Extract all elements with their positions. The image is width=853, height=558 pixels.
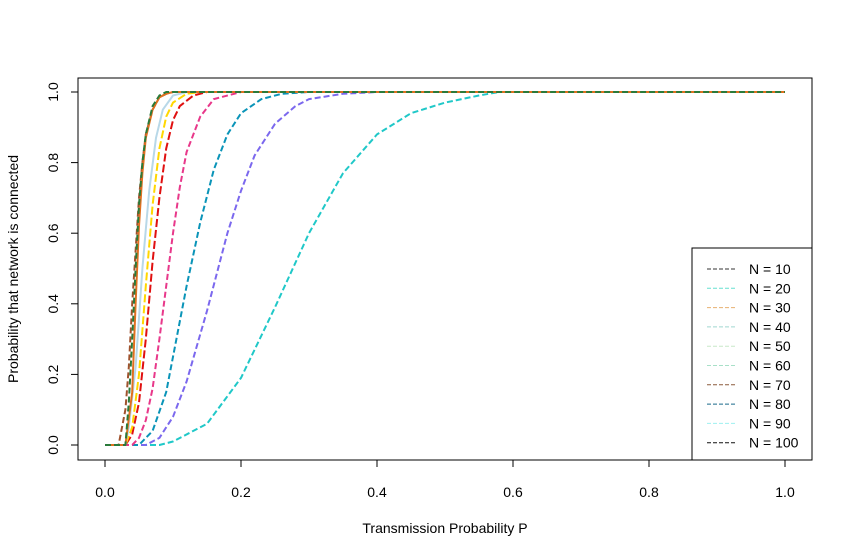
legend-label: N = 100 <box>749 435 799 451</box>
y-axis-label: Probability that network is connected <box>5 155 21 383</box>
x-tick-label: 0.8 <box>639 484 659 500</box>
series-line-0 <box>105 91 785 446</box>
x-tick-label: 0.4 <box>367 484 387 500</box>
series-line-9 <box>105 91 785 446</box>
y-tick-label: 1.0 <box>45 82 61 102</box>
series-line-7 <box>105 91 785 446</box>
legend: N = 10 N = 20 N = 30 N = 40 N = 50 N = 60 N = … <box>691 247 813 461</box>
legend-label: N = 80 <box>749 396 791 412</box>
y-tick-label: 0.4 <box>45 294 61 314</box>
series-layer <box>105 91 785 446</box>
y-tick-label: 0.6 <box>45 223 61 243</box>
series-line-6 <box>105 91 785 446</box>
series-line-4 <box>105 91 785 446</box>
series-line-3 <box>105 91 785 446</box>
series-line-1 <box>105 91 785 446</box>
legend-label: N = 90 <box>749 415 791 431</box>
series-line-2 <box>105 91 785 446</box>
series-line-5 <box>105 91 785 446</box>
legend-label: N = 10 <box>749 261 791 277</box>
x-axis: 0.0 0.2 0.4 0.6 0.8 1.0 <box>95 459 795 500</box>
x-tick-label: 0.6 <box>503 484 523 500</box>
x-tick-label: 1.0 <box>775 484 795 500</box>
legend-box <box>691 247 813 461</box>
legend-label: N = 60 <box>749 358 791 374</box>
legend-label: N = 40 <box>749 319 791 335</box>
x-tick-label: 0.2 <box>231 484 251 500</box>
x-tick-label: 0.0 <box>95 484 115 500</box>
legend-label: N = 20 <box>749 280 791 296</box>
y-axis: 0.0 0.2 0.4 0.6 0.8 1.0 <box>45 82 79 455</box>
legend-label: N = 30 <box>749 300 791 316</box>
series-line-8 <box>105 91 785 446</box>
y-tick-label: 0.2 <box>45 364 61 384</box>
y-tick-label: 0.0 <box>45 435 61 455</box>
x-axis-label: Transmission Probability P <box>362 520 527 536</box>
y-tick-label: 0.8 <box>45 153 61 173</box>
legend-label: N = 50 <box>749 338 791 354</box>
legend-label: N = 70 <box>749 377 791 393</box>
